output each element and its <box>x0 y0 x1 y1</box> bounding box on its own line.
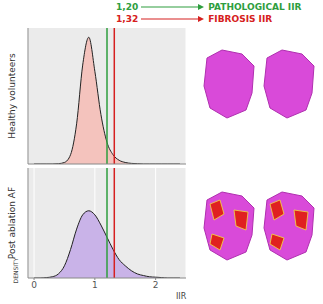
svg-text:1: 1 <box>92 280 98 290</box>
html-text:1,20: 1,20 <box>116 2 139 12</box>
html-text:IIR: IIR <box>176 292 187 301</box>
html-text:1,32: 1,32 <box>116 14 139 24</box>
html-text:Healthy volunteers: Healthy volunteers <box>7 53 17 139</box>
html-text:FIBROSIS IIR: FIBROSIS IIR <box>208 14 273 24</box>
html-text:Post ablation AF: Post ablation AF <box>7 186 17 260</box>
html-text:DENSITY: DENSITY <box>12 257 20 283</box>
html-text:PATHOLOGICAL IIR: PATHOLOGICAL IIR <box>208 2 302 12</box>
svg-text:0: 0 <box>31 280 37 290</box>
svg-text:2: 2 <box>153 280 159 290</box>
